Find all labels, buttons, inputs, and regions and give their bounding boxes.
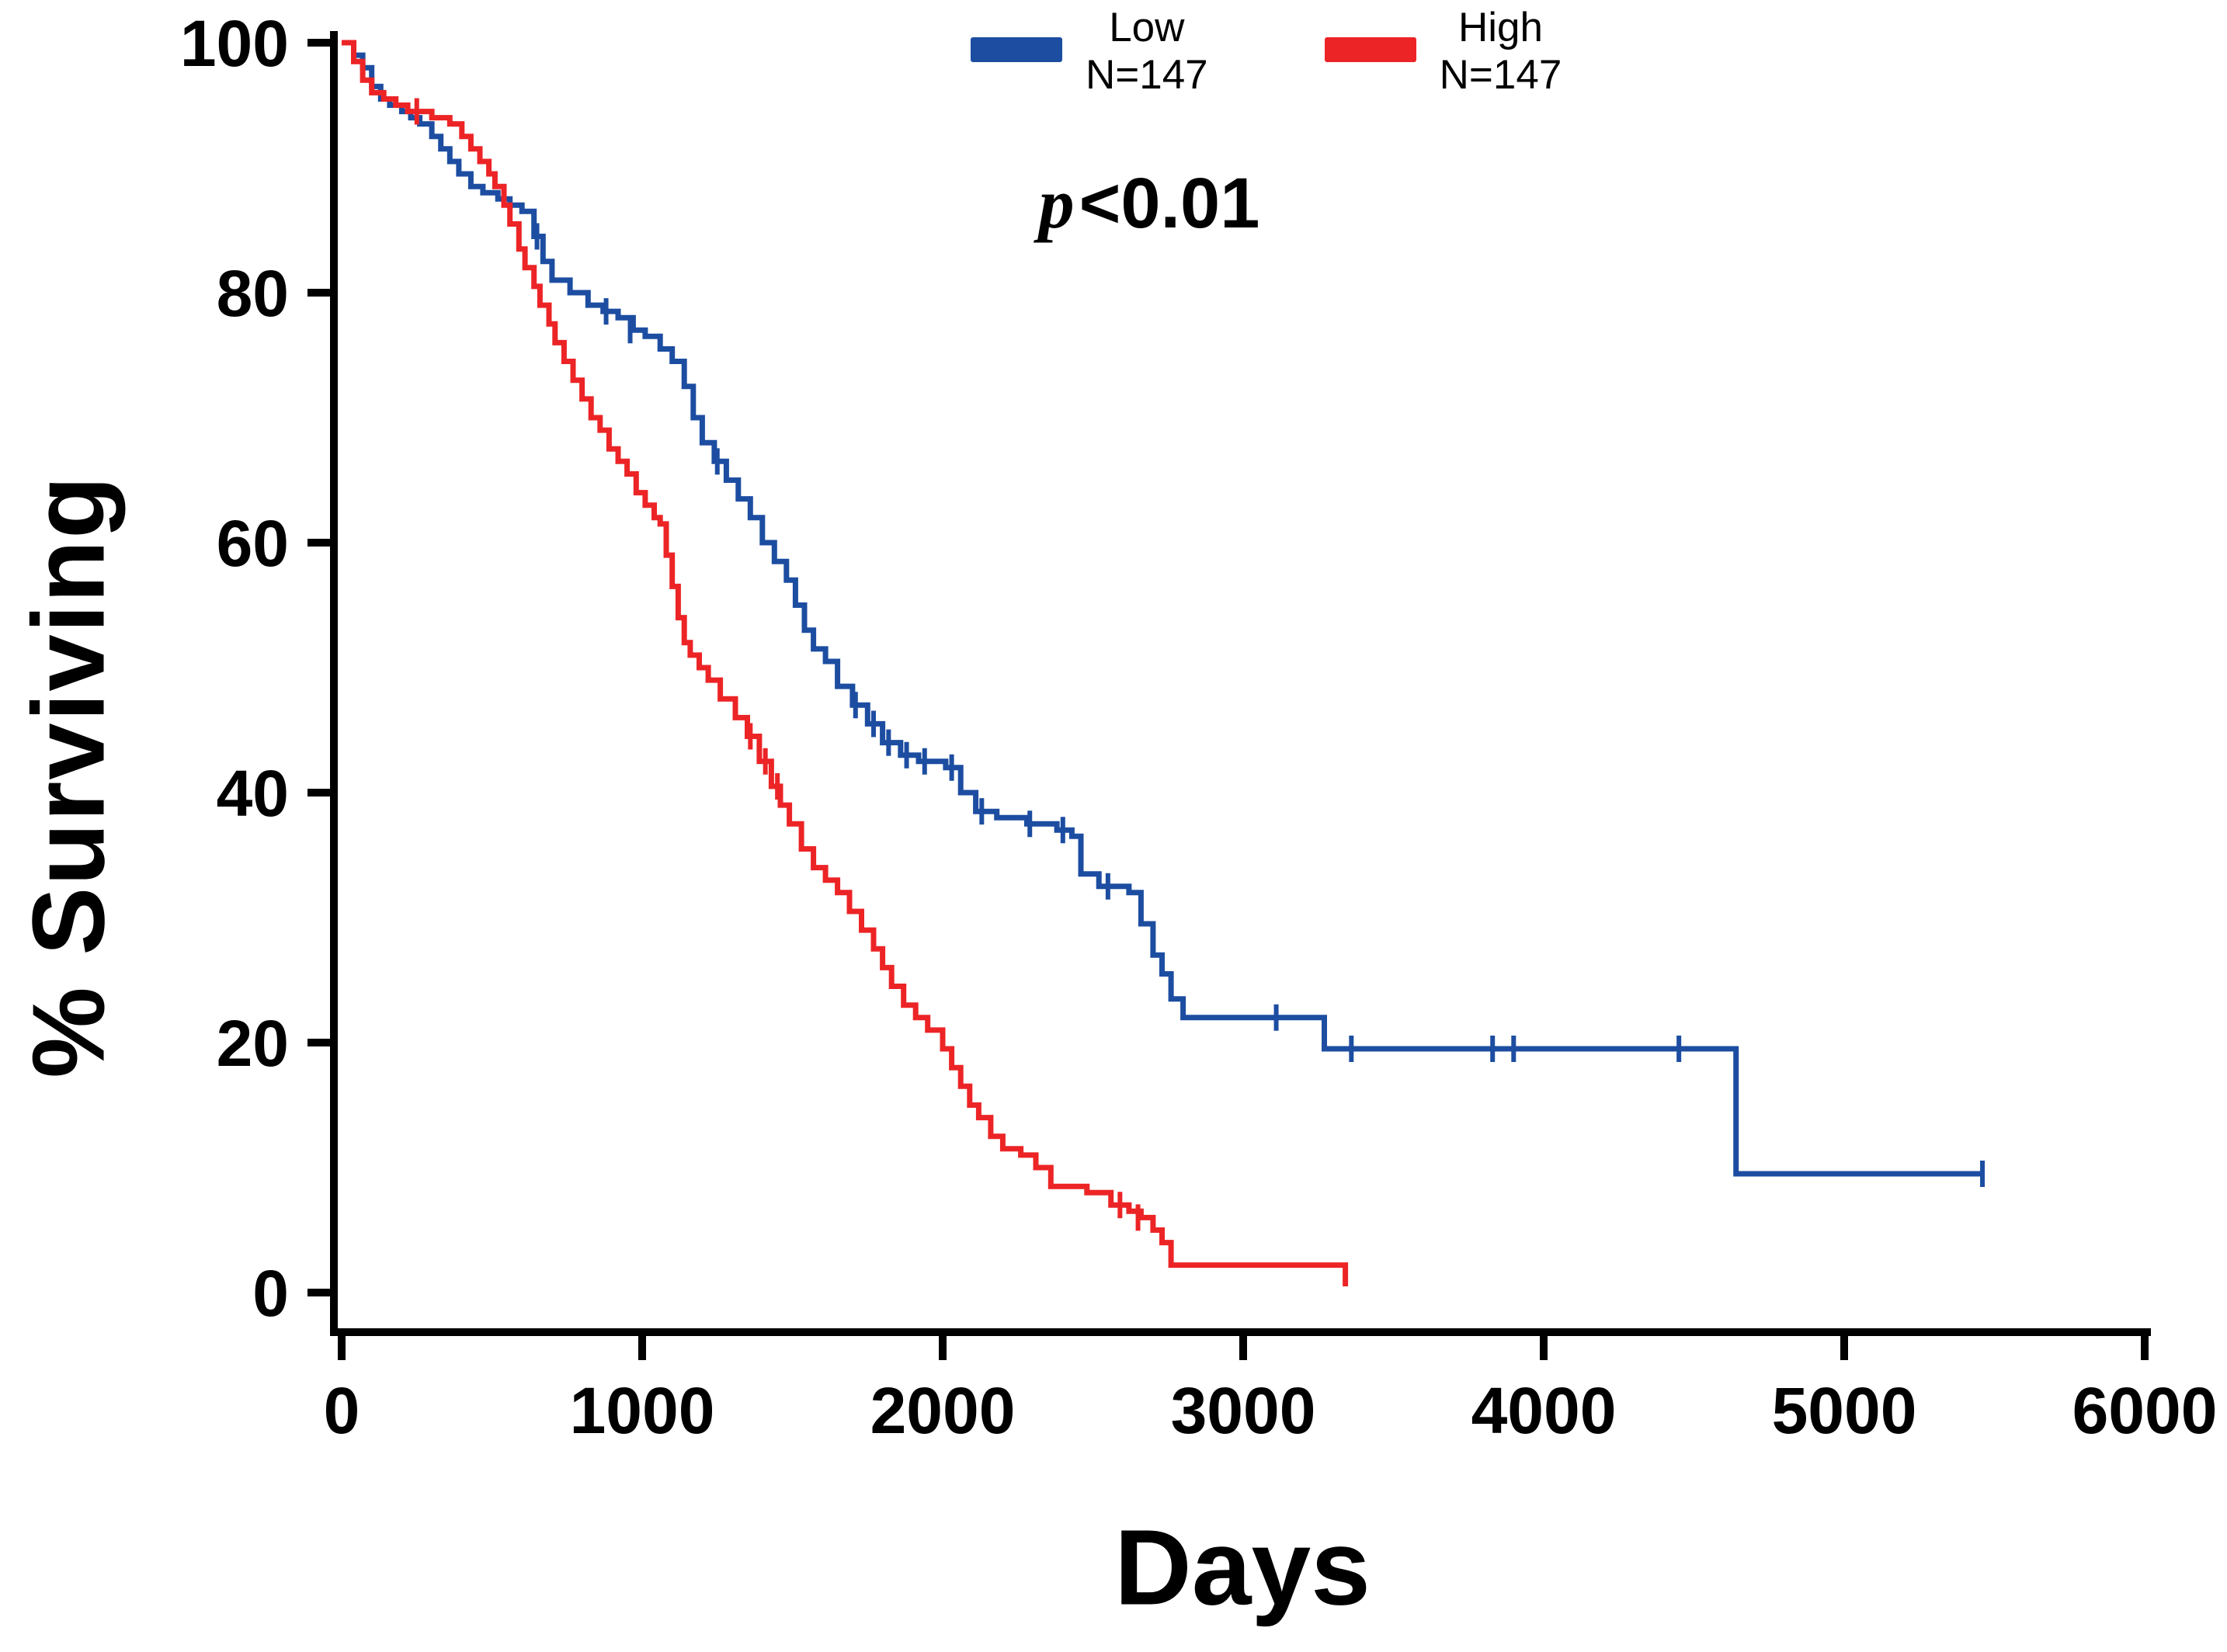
x-tick-label: 1000 <box>570 1374 715 1447</box>
x-tick-label: 4000 <box>1471 1374 1617 1447</box>
legend-n-low: N=147 <box>1086 51 1208 98</box>
legend-label-low: Low <box>1109 5 1185 50</box>
p-value-annotation: p<0.01 <box>1039 162 1260 245</box>
y-tick-label: 60 <box>217 507 289 580</box>
x-axis-title: Days <box>1114 1508 1371 1628</box>
y-tick-label: 80 <box>217 257 289 330</box>
x-tick-label: 2000 <box>870 1374 1016 1447</box>
y-axis-title: % Surviving <box>11 474 126 1078</box>
legend: Low N=147 High N=147 <box>971 5 1562 99</box>
legend-item-low: Low N=147 <box>971 5 1208 99</box>
x-tick-label: 6000 <box>2072 1374 2218 1447</box>
y-tick-label: 20 <box>217 1007 289 1080</box>
y-tick-label: 40 <box>217 757 289 830</box>
legend-label-high: High <box>1457 5 1543 50</box>
x-tick-label: 5000 <box>1772 1374 1917 1447</box>
x-tick-label: 0 <box>324 1374 360 1447</box>
y-tick-label: 0 <box>252 1257 289 1330</box>
x-tick-label: 3000 <box>1171 1374 1316 1447</box>
legend-swatch <box>1324 37 1416 62</box>
series-high-curve <box>342 40 1349 1286</box>
p-symbol: p <box>1038 164 1075 243</box>
legend-item-high: High N=147 <box>1324 5 1562 99</box>
p-number: <0.01 <box>1079 164 1260 243</box>
y-tick-label: 100 <box>180 7 289 80</box>
legend-swatch <box>971 37 1062 62</box>
legend-n-high: N=147 <box>1439 51 1562 98</box>
series-low-curve <box>342 40 1982 1177</box>
